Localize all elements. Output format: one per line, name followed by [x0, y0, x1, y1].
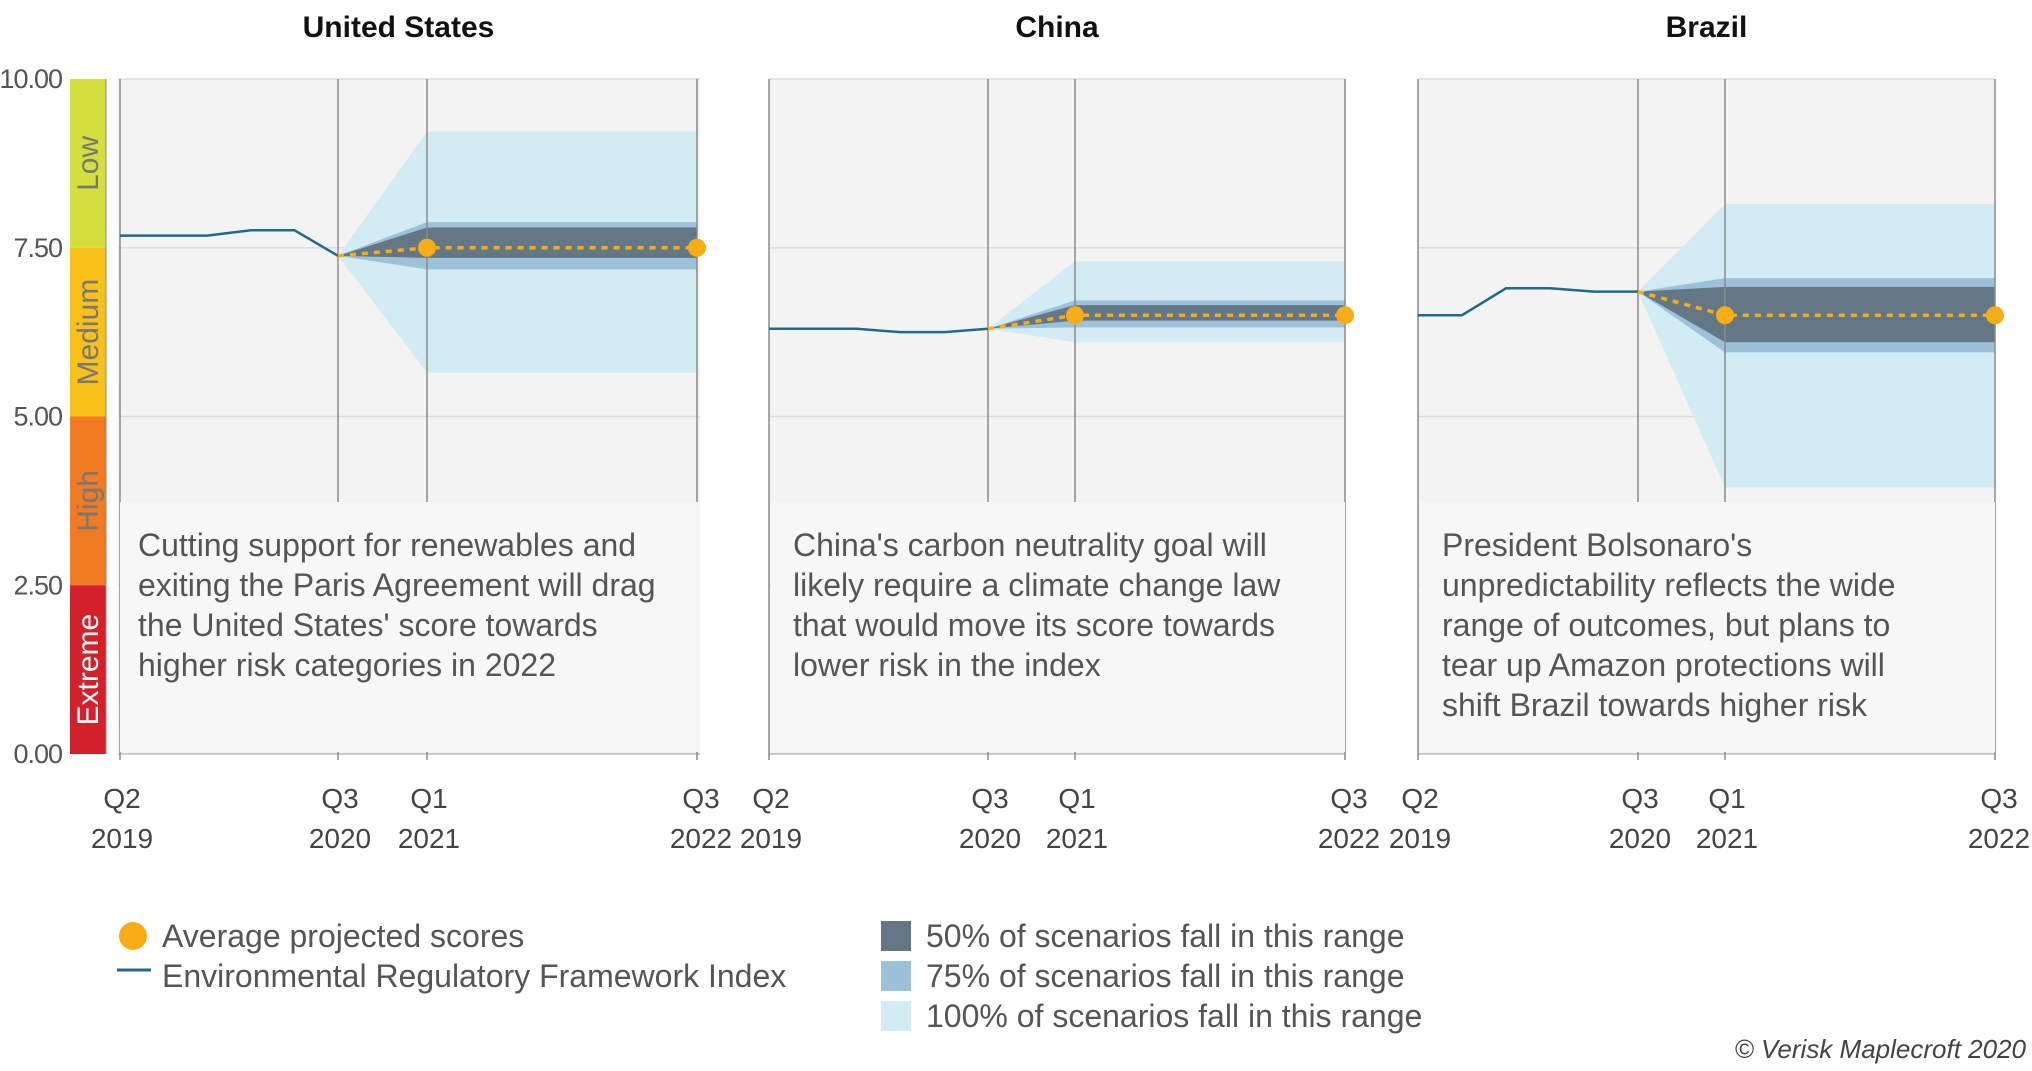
x-tick-quarter: Q2 — [103, 783, 140, 814]
annotation-line: higher risk categories in 2022 — [138, 647, 556, 683]
legend: Average projected scores Environmental Re… — [117, 918, 2027, 1064]
x-tick-quarter: Q1 — [410, 783, 447, 814]
x-tick-quarter: Q1 — [1708, 783, 1745, 814]
risk-band-medium — [70, 247, 106, 417]
annotation-box — [1420, 502, 1995, 752]
panel-title: United States — [303, 11, 495, 44]
x-tick-quarter: Q3 — [321, 783, 358, 814]
history-line — [120, 228, 339, 257]
annotation-line: shift Brazil towards higher risk — [1442, 687, 1868, 723]
projected-score-dot — [1716, 306, 1734, 325]
annotation-box — [120, 502, 700, 752]
y-tick-label: 5.00 — [13, 402, 62, 432]
annotation-line: lower risk in the index — [793, 647, 1101, 683]
x-tick-year: 2021 — [398, 823, 460, 854]
risk-band-label: Medium — [72, 279, 105, 386]
legend-label: 100% of scenarios fall in this range — [926, 998, 1422, 1034]
history-line — [1418, 287, 1638, 317]
x-tick-year: 2020 — [309, 823, 371, 854]
projected-score-dot — [1986, 306, 2004, 325]
annotation-line: that would move its score towards — [793, 607, 1275, 643]
x-tick-quarter: Q3 — [682, 783, 719, 814]
legend-label: 50% of scenarios fall in this range — [926, 918, 1404, 954]
projected-score-dot — [418, 238, 436, 257]
annotation-line: exiting the Paris Agreement will drag — [138, 567, 656, 603]
legend-label: 75% of scenarios fall in this range — [926, 958, 1404, 994]
risk-band-label: Low — [72, 136, 105, 191]
y-tick-label: 2.50 — [13, 570, 62, 600]
x-tick-quarter: Q3 — [1330, 783, 1367, 814]
projected-score-dot — [1336, 306, 1354, 325]
panel-title: China — [1015, 11, 1099, 44]
x-tick-quarter: Q2 — [752, 783, 789, 814]
risk-band-label: High — [72, 470, 105, 532]
x-tick-year: 2020 — [959, 823, 1021, 854]
risk-band-label: Extreme — [72, 614, 105, 726]
legend-label: Environmental Regulatory Framework Index — [162, 958, 786, 994]
x-tick-quarter: Q1 — [1058, 783, 1095, 814]
annotation-line: Cutting support for renewables and — [138, 527, 636, 563]
legend-swatch — [881, 921, 911, 951]
x-tick-year: 2019 — [91, 823, 153, 854]
annotation-line: unpredictability reflects the wide — [1442, 567, 1896, 603]
x-tick-year: 2019 — [1389, 823, 1451, 854]
y-tick-label: 7.50 — [13, 233, 62, 263]
legend-swatch — [881, 1001, 911, 1031]
risk-band-low — [70, 79, 106, 248]
x-tick-year: 2022 — [1318, 823, 1380, 854]
series-lines — [120, 228, 2004, 334]
risk-band-extreme — [70, 585, 106, 754]
annotation-line: range of outcomes, but plans to — [1442, 607, 1890, 643]
x-tick-year: 2020 — [1609, 823, 1671, 854]
projected-score-dot — [1066, 306, 1084, 325]
x-tick-year: 2021 — [1696, 823, 1758, 854]
y-tick-label: 10.00 — [0, 64, 62, 94]
panel-title: Brazil — [1666, 11, 1748, 44]
x-tick-year: 2021 — [1046, 823, 1108, 854]
legend-dot-icon — [119, 922, 147, 950]
annotation-line: China's carbon neutrality goal will — [793, 527, 1267, 563]
axes: Low Medium High Extreme 10.00 7.50 5.00 2.50 0.0… — [0, 11, 2030, 854]
risk-band-high — [70, 416, 106, 586]
credit-text: © Verisk Maplecroft 2020 — [1735, 1034, 2027, 1064]
annotation-box — [771, 502, 1345, 752]
x-tick-quarter: Q3 — [971, 783, 1008, 814]
projected-score-dot — [688, 238, 706, 257]
annotation-line: likely require a climate change law — [793, 567, 1281, 603]
annotation-line: the United States' score towards — [138, 607, 598, 643]
y-tick-label: 0.00 — [13, 739, 62, 769]
annotation-line: tear up Amazon protections will — [1442, 647, 1885, 683]
x-tick-quarter: Q3 — [1621, 783, 1658, 814]
legend-swatch — [881, 961, 911, 991]
annotations: Cutting support for renewables and exitin… — [120, 502, 1995, 752]
x-tick-quarter: Q2 — [1401, 783, 1438, 814]
history-line — [769, 327, 989, 334]
x-tick-year: 2019 — [740, 823, 802, 854]
x-tick-quarter: Q3 — [1980, 783, 2017, 814]
x-tick-year: 2022 — [1968, 823, 2030, 854]
legend-label: Average projected scores — [162, 918, 524, 954]
x-tick-year: 2022 — [670, 823, 732, 854]
annotation-line: President Bolsonaro's — [1442, 527, 1752, 563]
